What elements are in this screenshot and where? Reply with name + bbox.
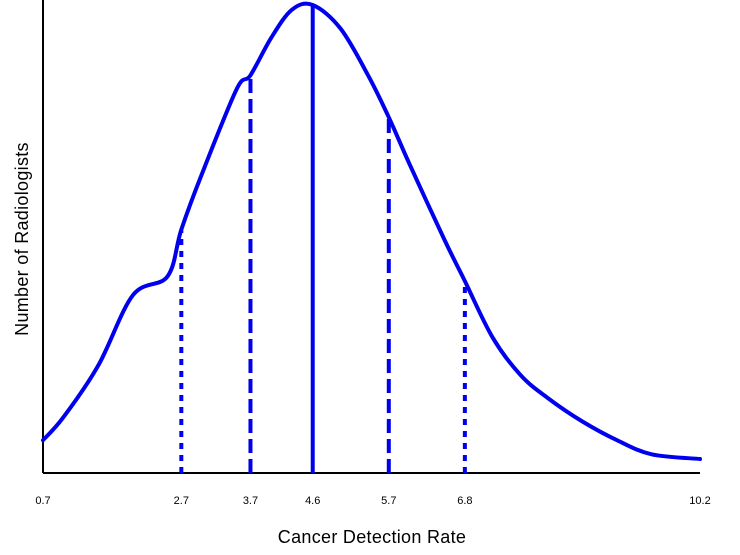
x-tick-label: 0.7 <box>35 495 50 507</box>
x-tick-label: 5.7 <box>381 495 396 507</box>
x-axis-title: Cancer Detection Rate <box>278 527 466 547</box>
x-tick-label: 3.7 <box>243 495 258 507</box>
y-axis-title: Number of Radiologists <box>12 142 32 336</box>
x-axis-ticks: 0.7 2.7 3.7 4.6 5.7 6.8 10.2 <box>35 495 710 507</box>
x-tick-label: 4.6 <box>305 495 320 507</box>
density-curve <box>41 1 702 461</box>
x-tick-label: 10.2 <box>689 495 710 507</box>
plot-area <box>41 0 702 474</box>
x-tick-label: 2.7 <box>174 495 189 507</box>
x-tick-label: 6.8 <box>457 495 472 507</box>
reference-lines <box>179 5 467 473</box>
